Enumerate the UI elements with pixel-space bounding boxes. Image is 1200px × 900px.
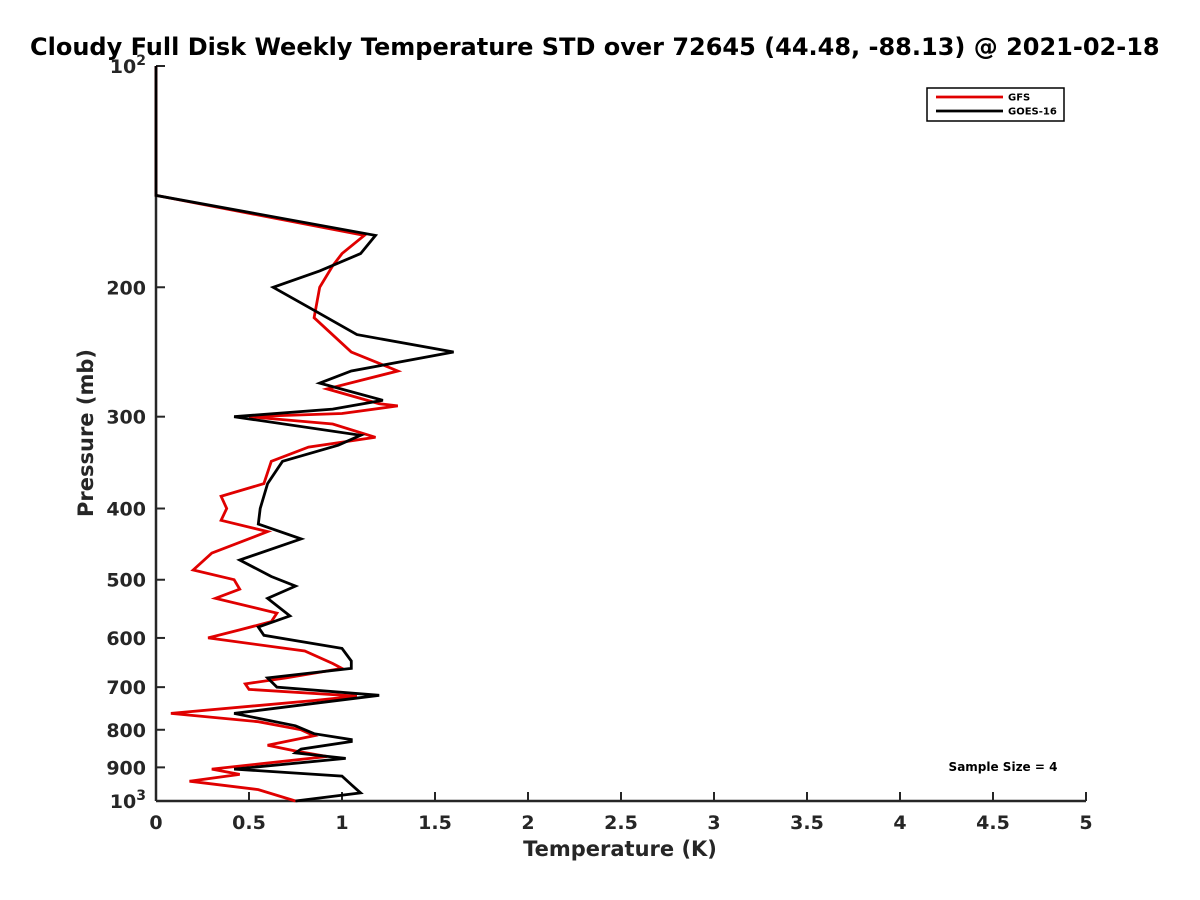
x-tick-label: 3.5 (790, 812, 824, 834)
sample-size-annotation: Sample Size = 4 (949, 760, 1058, 774)
plot-area (154, 66, 1086, 803)
y-tick-label: 500 (106, 570, 146, 592)
y-tick-label: 900 (106, 757, 146, 779)
x-tick-label: 2 (521, 812, 534, 834)
y-tick-label: 700 (106, 677, 146, 699)
series-line-gfs (154, 66, 403, 803)
y-tick-label: 103 (110, 788, 146, 813)
x-tick-label: 2.5 (604, 812, 638, 834)
x-tick-label: 5 (1079, 812, 1092, 834)
y-axis-label: Pressure (mb) (74, 349, 98, 517)
x-axis-ticks: 0 0.5 1 1.5 2 2.5 3 3.5 4 4.5 5 (149, 792, 1093, 834)
legend-label: GOES-16 (1008, 107, 1057, 118)
y-tick-label: 300 (106, 407, 146, 429)
legend: GFS GOES-16 (926, 87, 1065, 122)
y-tick-label: 600 (106, 628, 146, 650)
x-tick-label: 1.5 (418, 812, 452, 834)
chart-title: Cloudy Full Disk Weekly Temperature STD … (30, 33, 1160, 61)
x-tick-label: 0.5 (232, 812, 266, 834)
x-tick-label: 3 (707, 812, 720, 834)
x-tick-label: 4.5 (976, 812, 1010, 834)
y-tick-label: 400 (106, 499, 146, 521)
x-tick-label: 1 (335, 812, 348, 834)
x-axis-label: Temperature (K) (523, 837, 717, 861)
legend-box (926, 87, 1065, 122)
y-axis-ticks: 102 200 300 400 500 600 700 800 900 103 (106, 53, 165, 813)
x-tick-label: 4 (893, 812, 906, 834)
series-layer (154, 66, 454, 803)
series-line-goes-16 (154, 66, 454, 803)
y-tick-label: 200 (106, 277, 146, 299)
y-tick-label: 102 (110, 53, 146, 78)
y-tick-label: 800 (106, 720, 146, 742)
legend-label: GFS (1008, 93, 1030, 104)
x-tick-label: 0 (149, 812, 162, 834)
